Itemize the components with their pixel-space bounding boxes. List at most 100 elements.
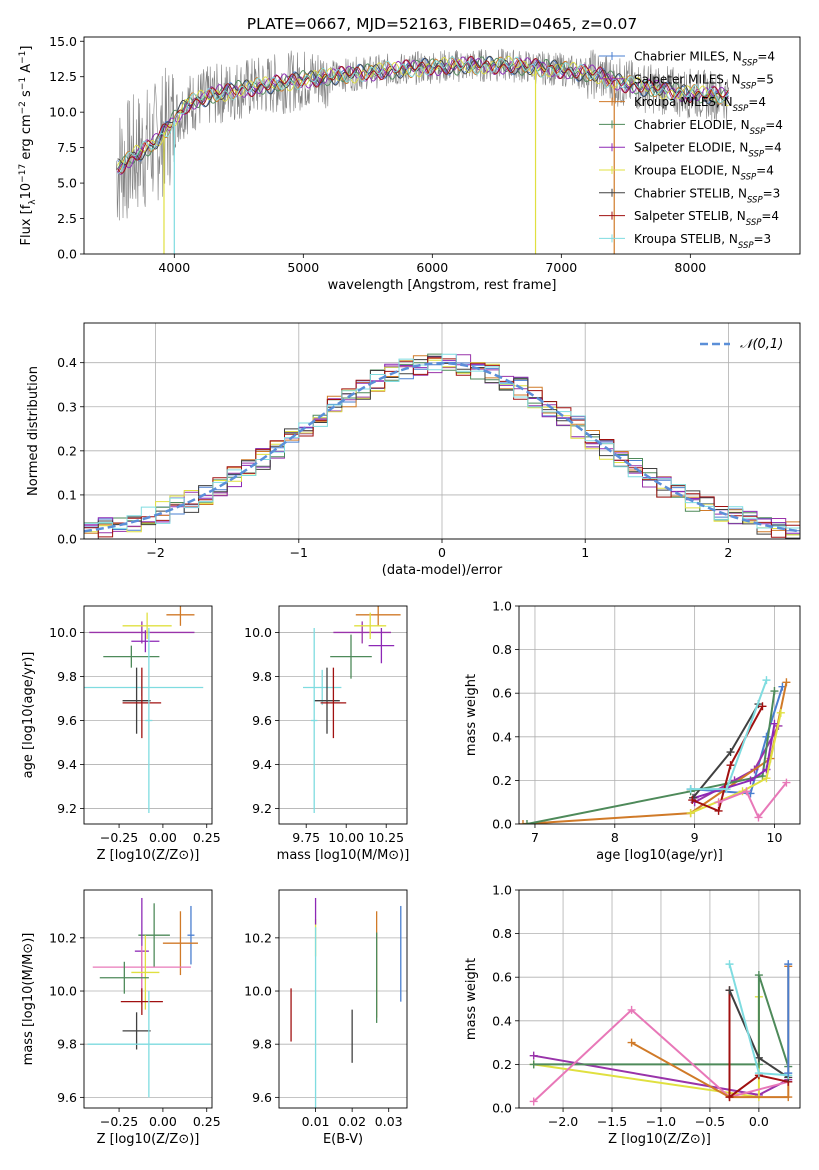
x-tick-label: 9 bbox=[691, 830, 699, 845]
errorbars bbox=[87, 897, 211, 1098]
y-tick-label: 9.6 bbox=[57, 713, 77, 728]
weight-series-marker bbox=[742, 787, 751, 796]
y-tick-label: 9.8 bbox=[252, 669, 272, 684]
y-tick-label: 0.3 bbox=[57, 399, 77, 414]
legend-label-part: Salpeter MILES, N bbox=[634, 72, 741, 86]
weight-series-marker bbox=[686, 809, 695, 818]
x-tick-label: 0.0 bbox=[749, 1114, 769, 1129]
errorbar-point bbox=[92, 945, 191, 989]
errorbar-point bbox=[120, 988, 163, 1015]
weight-series-marker bbox=[782, 778, 791, 787]
legend-label: Chabrier STELIB, NSSP=3 bbox=[634, 186, 780, 205]
y-tick-label: 9.2 bbox=[57, 801, 77, 816]
weight-series-marker bbox=[762, 774, 771, 783]
legend-label: Salpeter ELODIE, NSSP=4 bbox=[634, 141, 782, 160]
y-tick-label: 0.8 bbox=[492, 642, 512, 657]
y-tick-label: 10.2 bbox=[49, 930, 77, 945]
weight-series-marker bbox=[762, 676, 771, 685]
legend-label: Salpeter STELIB, NSSP=4 bbox=[634, 209, 779, 228]
weight-series-marker bbox=[725, 986, 734, 995]
errorbar-point bbox=[122, 667, 151, 734]
errorbars bbox=[290, 897, 402, 1108]
y-tick-label: 10.2 bbox=[244, 930, 272, 945]
y-axis-label: age [log10(age/yr)] bbox=[21, 652, 36, 779]
axes-frame bbox=[278, 889, 408, 1109]
weight-series-marker bbox=[529, 1097, 538, 1106]
y-axis-label: mass weight bbox=[464, 958, 479, 1040]
axes-frame bbox=[83, 889, 213, 1109]
errorbar-point bbox=[354, 612, 387, 640]
x-tick-label: 5000 bbox=[287, 260, 319, 275]
x-tick-label: 6000 bbox=[416, 260, 448, 275]
legend-label-part: =4 bbox=[757, 50, 775, 64]
errorbar-point bbox=[138, 903, 170, 968]
weight-series-line bbox=[728, 990, 789, 1100]
weight-series-marker bbox=[725, 960, 734, 969]
y-tick-label: 9.8 bbox=[57, 1037, 77, 1052]
y-tick-label: 0.1 bbox=[57, 487, 77, 502]
legend-label-part: Kroupa MILES, N bbox=[634, 95, 733, 109]
weight-series-marker bbox=[754, 813, 763, 822]
y-tick-label: 0.2 bbox=[492, 773, 512, 788]
errorbar-point bbox=[320, 667, 347, 739]
errorbar-point bbox=[122, 612, 172, 640]
y-tick-label: 9.4 bbox=[252, 757, 272, 772]
axes-frame bbox=[83, 605, 213, 825]
weight-series-marker bbox=[776, 708, 785, 717]
weight-series-marker bbox=[714, 806, 723, 815]
legend-label-part: =3 bbox=[754, 232, 772, 246]
y-axis-label-part: −1 bbox=[18, 51, 28, 64]
x-axis-label: age [log10(age/yr)] bbox=[596, 848, 723, 863]
spectrum-traces bbox=[116, 48, 730, 254]
legend-label-part: =4 bbox=[756, 164, 774, 178]
weight-series-marker bbox=[758, 702, 767, 711]
x-axis-label: Z [log10(Z/Z⊙)] bbox=[97, 848, 200, 863]
panel-spectrum: 4000 5000 6000 7000 8000 0.0 2.5 5.0 7.5 10.0 12.5… bbox=[18, 34, 801, 293]
weight-series-marker bbox=[714, 798, 723, 807]
y-axis-label: Normed distribution bbox=[26, 366, 41, 496]
axes-frame bbox=[518, 889, 801, 1109]
y-tick-label: 9.8 bbox=[252, 1037, 272, 1052]
x-tick-label: 0.01 bbox=[302, 1114, 330, 1129]
x-axis-label: Z [log10(Z/Z⊙)] bbox=[97, 1132, 200, 1147]
legend-label-part: SSP bbox=[741, 81, 757, 91]
y-axis-label-part: −2 bbox=[18, 101, 28, 114]
legend-label-part: SSP bbox=[750, 127, 766, 137]
x-axis-label: (data-model)/error bbox=[382, 563, 503, 578]
x-tick-label: 0.25 bbox=[193, 1114, 221, 1129]
errorbar-point bbox=[187, 905, 195, 965]
spectrum-model-line bbox=[117, 56, 729, 174]
panel-residuals: −2 −1 0 1 2 0.0 0.1 0.2 0.3 0.4 (data-model)/error… bbox=[26, 322, 801, 578]
errorbar-point bbox=[303, 669, 342, 706]
legend-label-part: Kroupa STELIB, N bbox=[634, 232, 738, 246]
y-tick-label: 0.0 bbox=[57, 532, 77, 547]
legend-label-part: Chabrier STELIB, N bbox=[634, 186, 747, 200]
x-tick-label: 2 bbox=[724, 545, 732, 560]
y-tick-label: 0.6 bbox=[492, 686, 512, 701]
weight-series-marker bbox=[688, 796, 697, 805]
weight-series-marker bbox=[522, 820, 531, 824]
y-tick-label: 0.0 bbox=[492, 1101, 512, 1116]
errorbar-point bbox=[355, 606, 401, 626]
weight-series bbox=[686, 676, 771, 794]
legend-label-part: SSP bbox=[741, 173, 757, 183]
legend-label: Kroupa STELIB, NSSP=3 bbox=[634, 232, 771, 251]
y-tick-label: 2.5 bbox=[57, 211, 77, 226]
weight-series-line bbox=[533, 974, 790, 1067]
legend-label-part: Salpeter STELIB, N bbox=[634, 209, 746, 223]
weight-series-marker bbox=[762, 732, 771, 741]
legend-label-part: =4 bbox=[748, 95, 766, 109]
y-axis-label: mass weight bbox=[464, 674, 479, 756]
errorbar-point bbox=[103, 645, 160, 668]
x-tick-label: 0 bbox=[438, 545, 446, 560]
legend-label: Salpeter MILES, NSSP=5 bbox=[634, 72, 774, 91]
errorbar-point bbox=[311, 628, 318, 813]
weight-series-marker bbox=[627, 1038, 636, 1047]
errorbars bbox=[84, 606, 204, 813]
x-tick-label: 7000 bbox=[545, 260, 577, 275]
x-tick-label: −0.25 bbox=[100, 1114, 138, 1129]
legend-label-part: Salpeter ELODIE, N bbox=[634, 141, 748, 155]
legend-label-part: =4 bbox=[761, 209, 779, 223]
y-tick-label: 9.6 bbox=[57, 1090, 77, 1105]
legend-label-part: SSP bbox=[746, 218, 762, 228]
